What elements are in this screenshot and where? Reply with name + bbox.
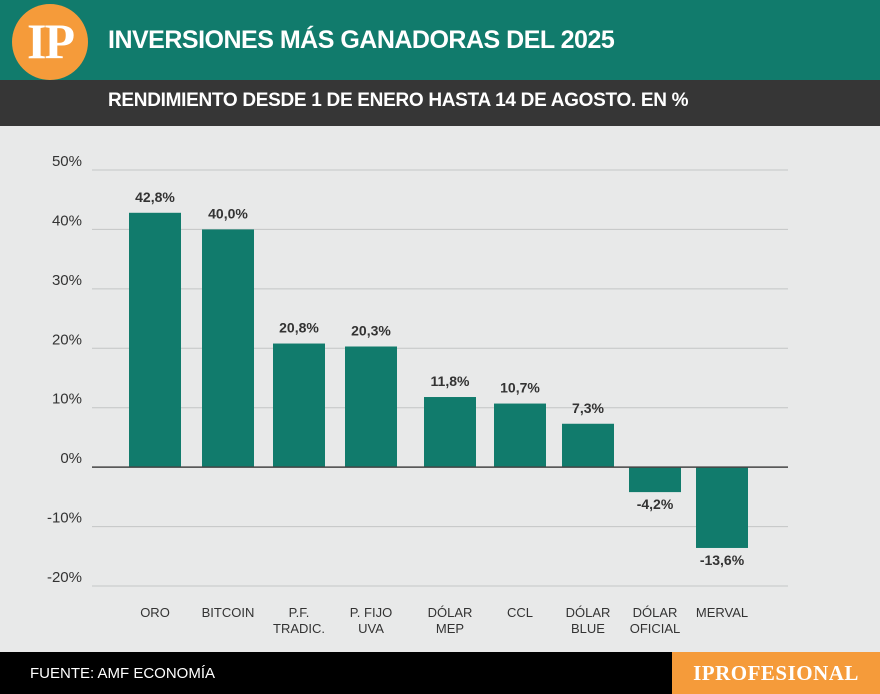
category-label: TRADIC. [273, 621, 325, 636]
y-tick-label: 40% [52, 212, 82, 229]
brand-badge: IPROFESIONAL [672, 652, 880, 694]
bar [345, 346, 397, 468]
category-label: CCL [507, 605, 533, 620]
bar [129, 212, 181, 468]
bar [202, 229, 254, 468]
bar [696, 467, 748, 548]
value-label: 20,8% [279, 320, 319, 336]
bar [629, 467, 681, 493]
y-tick-label: 20% [52, 331, 82, 348]
category-label: P.F. [289, 605, 310, 620]
value-label: -13,6% [700, 552, 745, 568]
category-label: OFICIAL [630, 621, 681, 636]
bar [494, 403, 546, 468]
chart-subtitle: RENDIMIENTO DESDE 1 DE ENERO HASTA 14 DE… [108, 90, 689, 111]
value-label: 20,3% [351, 323, 391, 339]
footer-bar: FUENTE: AMF ECONOMÍA IPROFESIONAL [0, 652, 880, 694]
value-labels: 42,8% 40,0% 20,8% 20,3% 11,8% 10,7% 7,3% -4,2% -… [135, 189, 745, 568]
y-tick-label: -10% [47, 510, 82, 527]
category-label: DÓLAR [428, 605, 473, 620]
value-label: -4,2% [637, 496, 674, 512]
y-tick-label: 50% [52, 153, 82, 170]
iprofesional-logo: IP [12, 4, 88, 80]
category-label: MEP [436, 621, 464, 636]
category-labels: ORO BITCOIN P.F.TRADIC.P. FIJOUVADÓLARMEPC… [140, 605, 748, 636]
category-label: UVA [358, 621, 384, 636]
y-axis-ticks: 50% 40% 30% 20% 10% 0% -10% -20% [47, 153, 82, 586]
category-label: BLUE [571, 621, 605, 636]
logo-text: IP [27, 13, 75, 69]
bar [273, 343, 325, 468]
subtitle-bar: RENDIMIENTO DESDE 1 DE ENERO HASTA 14 DE… [0, 80, 880, 126]
bar [424, 397, 476, 468]
bars [129, 212, 748, 548]
value-label: 40,0% [208, 205, 248, 221]
category-label: DÓLAR [633, 605, 678, 620]
category-label: BITCOIN [202, 605, 255, 620]
category-label: ORO [140, 605, 170, 620]
brand-text: IPROFESIONAL [693, 660, 859, 685]
chart-title: INVERSIONES MÁS GANADORAS DEL 2025 [108, 26, 615, 54]
value-label: 11,8% [431, 373, 470, 389]
category-label: MERVAL [696, 605, 748, 620]
bar-chart: 50% 40% 30% 20% 10% 0% -10% -20% 42,8% 40,0% 20,8… [47, 153, 788, 636]
y-tick-label: 10% [52, 391, 82, 408]
category-label: P. FIJO [350, 605, 392, 620]
y-tick-label: 30% [52, 272, 82, 289]
bar [562, 423, 614, 468]
source-text: FUENTE: AMF ECONOMÍA [30, 665, 216, 682]
y-tick-label: -20% [47, 569, 82, 586]
header-bar: IP INVERSIONES MÁS GANADORAS DEL 2025 [0, 0, 880, 80]
value-label: 10,7% [500, 380, 540, 396]
value-label: 7,3% [572, 400, 604, 416]
category-label: DÓLAR [566, 605, 611, 620]
y-tick-label: 0% [60, 450, 82, 467]
value-label: 42,8% [135, 189, 175, 205]
